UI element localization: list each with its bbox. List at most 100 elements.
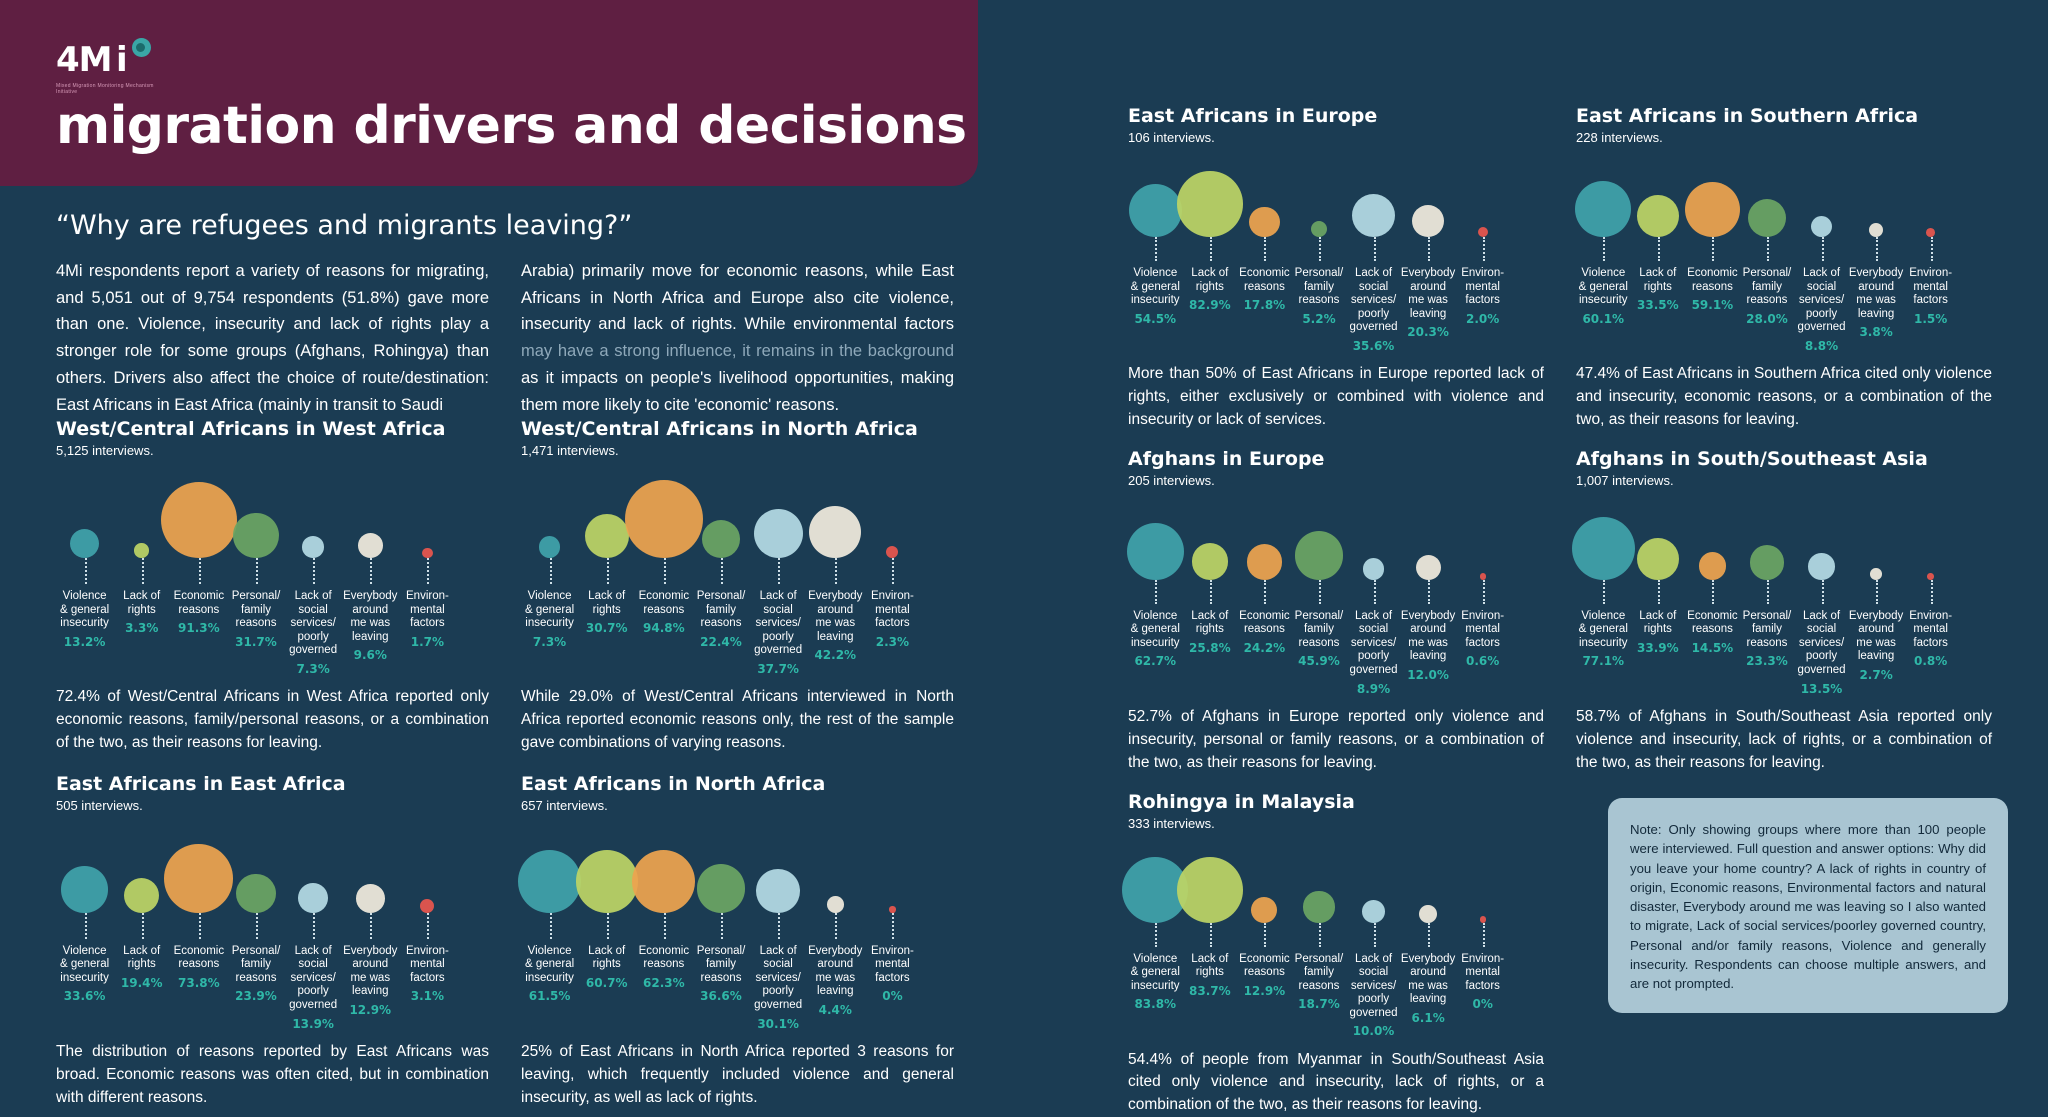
chart-grid-left: West/Central Africans in West Africa 5,12… [56, 418, 954, 1110]
category-label: Economic reasons 14.5% [1685, 610, 1740, 696]
value-label: 17.8% [1243, 298, 1286, 313]
bubble-stem [663, 912, 666, 939]
bubble [1191, 543, 1229, 580]
category-label: Personal/family reasons 36.6% [692, 945, 749, 1031]
bubble-stem [141, 912, 144, 939]
category-label: Environ-mental factors 0.8% [1903, 610, 1958, 696]
value-label: 5.2% [1302, 311, 1336, 326]
bubble-plot [56, 817, 489, 945]
value-label: 18.7% [1298, 997, 1340, 1012]
bubble [809, 506, 862, 558]
bubble-stem [835, 912, 838, 939]
chart-title: West/Central Africans in North Africa [521, 418, 918, 440]
category-label: Lack of rights 33.9% [1631, 610, 1686, 696]
note-box: Note: Only showing groups where more tha… [1608, 798, 2008, 1014]
bubble [702, 520, 740, 558]
chart-card-0: West/Central Africans in West Africa 5,12… [56, 418, 489, 755]
intro-col-1: 4Mi respondents report a variety of reas… [56, 262, 489, 414]
category-label: Violence & general insecurity 83.8% [1128, 953, 1183, 1039]
bubble [826, 896, 844, 913]
bubble-stem [1657, 237, 1660, 261]
value-label: 13.2% [63, 634, 106, 649]
value-label: 36.6% [700, 989, 742, 1004]
category-label: Lack of social services/poorly governed 35.6… [1346, 267, 1401, 353]
chart-caption: 25% of East Africans in North Africa rep… [521, 1042, 954, 1106]
bubble-plot [1122, 835, 1544, 953]
bubble [61, 866, 108, 913]
value-label: 19.4% [120, 975, 163, 990]
chart-subtitle: 657 interviews. [521, 797, 608, 813]
category-labels: Violence & general insecurity 54.5% Lack of r… [1128, 267, 1544, 353]
value-label: 7.3% [296, 661, 330, 676]
bubble [298, 882, 329, 913]
chart-title: East Africans in North Africa [521, 772, 826, 795]
category-label: Environ-mental factors 1.7% [399, 590, 456, 676]
category-label: Personal/family reasons 45.9% [1292, 610, 1347, 696]
bubble [756, 868, 801, 913]
chart-title: West/Central Africans in West Africa [56, 418, 446, 440]
bubble [302, 536, 324, 558]
chart-row-1: West/Central Africans in West Africa 5,12… [56, 418, 954, 755]
value-label: 24.2% [1243, 640, 1286, 655]
chart-title: East Africans in Southern Africa [1576, 105, 1919, 127]
chart-title: Rohingya in Malaysia [1128, 790, 1355, 813]
bubble-stem [1876, 237, 1879, 261]
bubble-stem [892, 558, 895, 584]
value-label: 22.4% [700, 634, 742, 649]
bubble-plot [521, 462, 954, 590]
value-label: 77.1% [1582, 654, 1625, 669]
category-label: Lack of social services/poorly governed 7.3% [285, 590, 342, 676]
category-labels: Violence & general insecurity 83.8% Lack of r… [1128, 953, 1544, 1039]
bubble-stem [721, 912, 723, 939]
bubble [1362, 558, 1385, 580]
bubble [584, 513, 629, 558]
bubble-stem [1712, 579, 1715, 604]
eye-icon [132, 38, 151, 57]
value-label: 35.6% [1352, 338, 1395, 353]
chart-card-8: Rohingya in Malaysia 333 interviews. Viole… [1122, 790, 1544, 1117]
category-label: Violence & general insecurity 7.3% [521, 590, 578, 676]
bubble-stem [606, 912, 609, 939]
bubble [1411, 204, 1445, 237]
category-label: Everybody around me was leaving 12.9% [343, 944, 398, 1018]
bubble-stem [1428, 237, 1431, 261]
bubble-stem [1603, 237, 1606, 261]
bubble-stem [1930, 579, 1933, 604]
bubble-stem [1319, 579, 1321, 604]
chart-title: Afghans in Europe [1128, 447, 1325, 470]
bubble-stem [427, 912, 430, 939]
bubble [696, 864, 746, 913]
chart-card-1: West/Central Africans in North Africa 1,4… [521, 418, 954, 755]
value-label: 8.8% [1804, 338, 1839, 353]
bubble [1362, 899, 1385, 923]
bubble-stem [1767, 579, 1769, 604]
chart-subtitle: 1,007 interviews. [1576, 472, 1674, 488]
bubble-stem [1155, 922, 1158, 947]
bubble [134, 543, 149, 558]
intro-col-2-a: Arabia) primarily move for economic reas… [521, 262, 954, 334]
logo-text: 4M [56, 40, 112, 80]
chart-card-7: Afghans in South/Southeast Asia 1,007 int… [1571, 448, 1992, 775]
section-question: “Why are refugees and migrants leaving?” [56, 210, 633, 241]
bubble [1479, 916, 1486, 923]
category-label: Violence & general insecurity 62.7% [1128, 610, 1183, 696]
category-labels: Violence & general insecurity 60.1% Lack of r… [1576, 267, 1992, 353]
value-label: 6.1% [1411, 1010, 1445, 1025]
category-label: Personal/family reasons 18.7% [1292, 953, 1347, 1039]
bubble [886, 545, 899, 558]
value-label: 54.5% [1134, 311, 1177, 326]
bubble-stem [1603, 579, 1606, 604]
category-label: Everybody around me was leaving 9.6% [343, 590, 398, 663]
value-label: 62.3% [643, 975, 685, 990]
intro-columns: 4Mi respondents report a variety of reas… [56, 258, 954, 418]
bubble-stem [892, 912, 895, 939]
bubble-stem [256, 912, 258, 939]
bubble [1869, 222, 1884, 237]
intro-col-2-dim: may have a strong influence, it remains … [521, 342, 954, 361]
value-label: 3.1% [410, 989, 445, 1004]
bubble [1698, 552, 1727, 580]
value-label: 8.9% [1356, 681, 1391, 696]
chart-subtitle: 1,471 interviews. [521, 443, 619, 458]
category-label: Environ-mental factors 0% [864, 945, 921, 1031]
category-label: Violence & general insecurity 54.5% [1128, 267, 1183, 353]
